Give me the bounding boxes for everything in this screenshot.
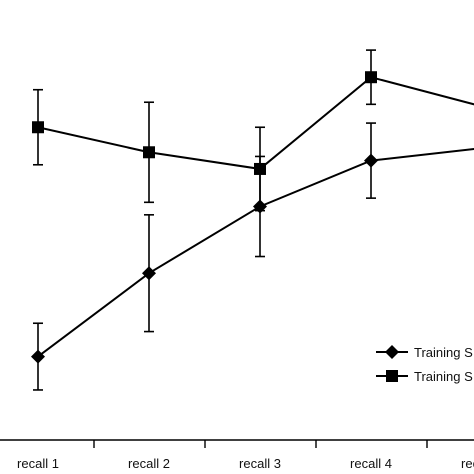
series-1 <box>31 122 474 391</box>
data-point <box>31 349 45 364</box>
legend-marker <box>386 370 398 382</box>
data-point <box>142 266 156 281</box>
legend-item-2: Training S <box>376 369 473 384</box>
series-line <box>37 147 474 358</box>
legend-marker <box>385 345 399 359</box>
x-tick-label: recall 4 <box>350 456 392 471</box>
x-axis: recall 1 recall 2 recall 3 recall 4 recall 5 <box>0 439 474 471</box>
x-tick-label: recall 2 <box>128 456 170 471</box>
series-2 <box>32 49 474 212</box>
legend: Training S Training S <box>376 345 473 384</box>
series-line <box>37 76 474 171</box>
legend-item-1: Training S <box>376 345 473 360</box>
plot-area <box>31 49 474 391</box>
legend-label: Training S <box>414 369 473 384</box>
data-point <box>365 71 377 84</box>
x-tick-label: recall 3 <box>239 456 281 471</box>
data-point <box>143 146 155 159</box>
legend-label: Training S <box>414 345 473 360</box>
data-point <box>364 153 378 168</box>
x-tick-label: recall 5 <box>461 456 474 471</box>
data-point <box>32 121 44 134</box>
data-point <box>254 162 266 175</box>
x-tick-label: recall 1 <box>17 456 59 471</box>
